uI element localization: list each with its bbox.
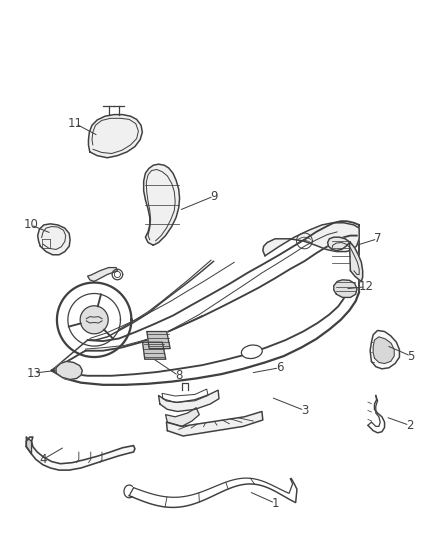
Text: 6: 6 [276, 361, 283, 374]
Text: 12: 12 [358, 280, 373, 293]
Text: 11: 11 [68, 117, 83, 130]
Polygon shape [370, 330, 399, 369]
Polygon shape [328, 237, 363, 281]
Polygon shape [26, 437, 135, 470]
Ellipse shape [241, 345, 262, 359]
Polygon shape [88, 115, 142, 158]
Polygon shape [26, 437, 32, 454]
Polygon shape [80, 306, 108, 334]
Polygon shape [142, 342, 166, 359]
Polygon shape [144, 164, 180, 245]
Text: 2: 2 [406, 419, 413, 432]
Text: 7: 7 [374, 232, 381, 245]
Text: 1: 1 [271, 497, 279, 510]
Polygon shape [56, 361, 82, 379]
Polygon shape [334, 280, 357, 297]
Polygon shape [88, 268, 117, 281]
Polygon shape [166, 408, 199, 426]
Text: 4: 4 [39, 453, 47, 466]
Text: 5: 5 [407, 350, 414, 362]
Polygon shape [147, 332, 170, 349]
Text: 9: 9 [210, 190, 218, 203]
Text: 10: 10 [23, 219, 38, 231]
Polygon shape [38, 224, 70, 255]
Polygon shape [373, 337, 394, 364]
Polygon shape [166, 411, 263, 436]
Text: 13: 13 [27, 367, 42, 379]
Text: 3: 3 [301, 404, 308, 417]
Polygon shape [263, 223, 359, 256]
Text: 8: 8 [175, 369, 182, 382]
Polygon shape [159, 390, 219, 411]
